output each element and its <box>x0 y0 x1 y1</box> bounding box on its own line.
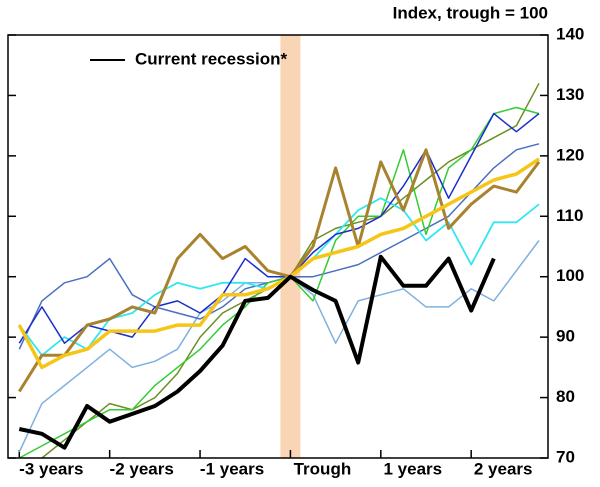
series-line <box>18 254 496 450</box>
plot-frame <box>7 34 549 459</box>
y-tick-label: 130 <box>556 85 584 104</box>
trough-band <box>280 35 301 458</box>
x-tick-label: 1 years <box>383 459 442 478</box>
x-tick-label: -1 years <box>200 459 264 478</box>
series-line <box>18 148 541 393</box>
series-line <box>18 112 540 344</box>
y-tick-label: 80 <box>556 387 575 406</box>
y-tick-label: 110 <box>556 206 583 225</box>
legend-label: Current recession* <box>135 49 287 68</box>
y-tick-label: 100 <box>556 266 584 285</box>
y-tick-label: 90 <box>556 327 575 346</box>
y-tick-label: 70 <box>556 447 575 466</box>
y-tick-label: 140 <box>556 24 584 43</box>
x-tick-label: -3 years <box>19 459 83 478</box>
x-tick-label: Trough <box>294 459 352 478</box>
series-line <box>17 157 540 370</box>
y-tick-label: 120 <box>556 145 584 164</box>
axis-unit-label: Index, trough = 100 <box>393 3 548 22</box>
x-tick-label: 2 years <box>474 459 533 478</box>
x-tick-label: -2 years <box>110 459 174 478</box>
series-line <box>18 106 540 459</box>
